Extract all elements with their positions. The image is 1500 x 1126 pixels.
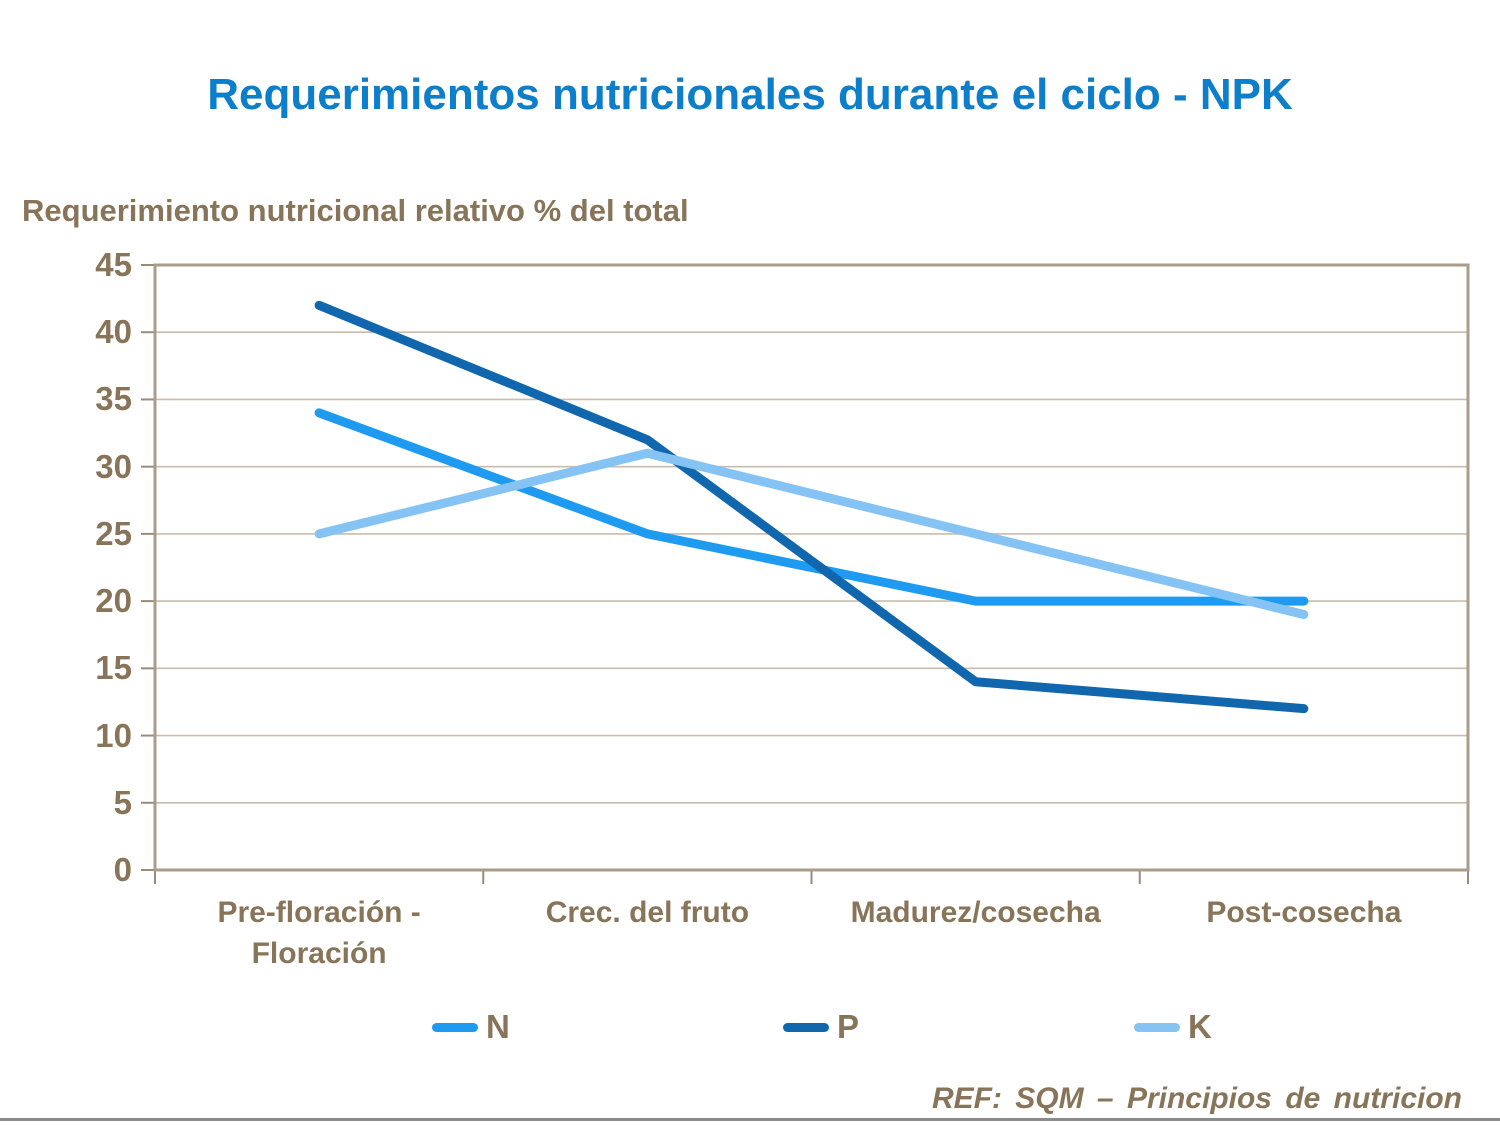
legend-item-N: N xyxy=(432,1006,510,1048)
x-axis-category-label: Post-cosecha xyxy=(1206,896,1402,929)
plot-border xyxy=(153,263,1470,872)
legend-label-P: P xyxy=(837,1008,860,1045)
y-axis-tick-label: 15 xyxy=(95,649,132,687)
series-line-K xyxy=(314,448,1309,620)
series-line-N xyxy=(314,408,1309,606)
legend-label-K: K xyxy=(1188,1008,1212,1045)
legend-label-N: N xyxy=(486,1008,510,1045)
series-line-P xyxy=(314,300,1309,714)
x-axis-category-label: Pre-floración - Floración xyxy=(217,896,421,970)
y-axis-tick-label: 30 xyxy=(95,447,132,485)
y-axis-tick-label: 10 xyxy=(95,716,132,754)
y-axis-tick-label: 40 xyxy=(95,313,132,351)
y-axis-tick-label: 35 xyxy=(95,380,132,418)
legend-swatch-N xyxy=(432,1022,478,1032)
page-title: Requerimientos nutricionales durante el … xyxy=(207,70,1293,119)
y-axis-tick-label: 0 xyxy=(113,851,132,888)
legend-item-P: P xyxy=(783,1006,859,1048)
line-chart xyxy=(141,263,1470,884)
x-axis-category-label: Crec. del fruto xyxy=(545,896,750,929)
y-axis-tick-label: 25 xyxy=(95,514,132,552)
legend-swatch-P xyxy=(783,1022,829,1032)
y-axis-title: Requerimiento nutricional relativo % del… xyxy=(22,193,689,228)
y-axis-tick-label: 20 xyxy=(95,582,132,620)
bottom-divider xyxy=(0,1118,1500,1121)
y-axis-tick-label: 45 xyxy=(95,246,132,283)
y-axis-tick-label: 5 xyxy=(113,783,132,821)
legend-item-K: K xyxy=(1134,1006,1212,1048)
reference-text: REF: SQM – Principios de nutricion xyxy=(931,1082,1462,1115)
y-axis-labels: 0 5 10 15 20 25 30 35 40 45 xyxy=(0,0,132,1126)
x-axis-category-label: Madurez/cosecha xyxy=(850,896,1101,929)
legend-swatch-K xyxy=(1134,1022,1180,1032)
